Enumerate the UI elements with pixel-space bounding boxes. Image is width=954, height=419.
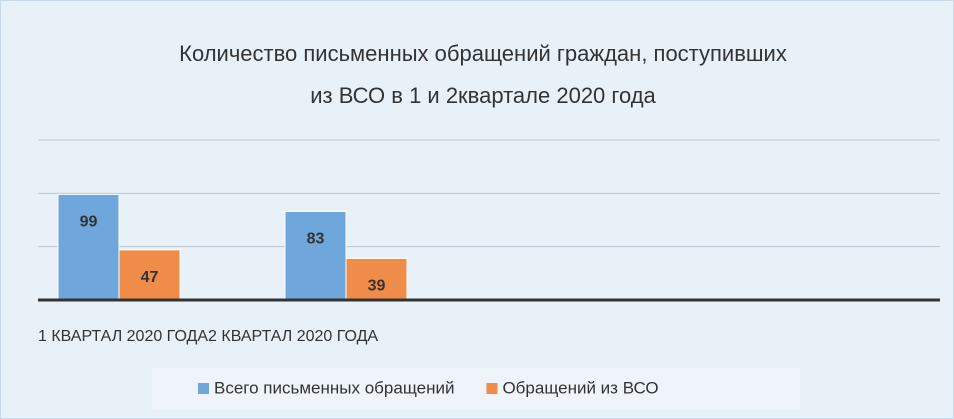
data-label: 99 [80, 214, 98, 231]
chart-title: из ВСО в 1 и 2квартале 2020 года [310, 83, 656, 108]
bar [57, 193, 120, 301]
data-label: 39 [368, 278, 386, 295]
legend-label: Всего письменных обращений [214, 378, 454, 397]
bar [118, 249, 181, 301]
data-label: 47 [141, 269, 159, 286]
data-label: 83 [307, 231, 325, 248]
legend-label: Обращений из ВСО [502, 378, 658, 397]
bar [284, 210, 347, 301]
legend-swatch [486, 383, 498, 394]
bar [345, 257, 408, 301]
legend-swatch [198, 383, 209, 394]
x-tick-label: 1 КВАРТАЛ 2020 ГОДА [38, 328, 208, 345]
legend-box [152, 368, 800, 410]
chart-title: Количество письменных обращений граждан,… [179, 41, 787, 66]
x-tick-label: 2 КВАРТАЛ 2020 ГОДА [208, 328, 378, 345]
